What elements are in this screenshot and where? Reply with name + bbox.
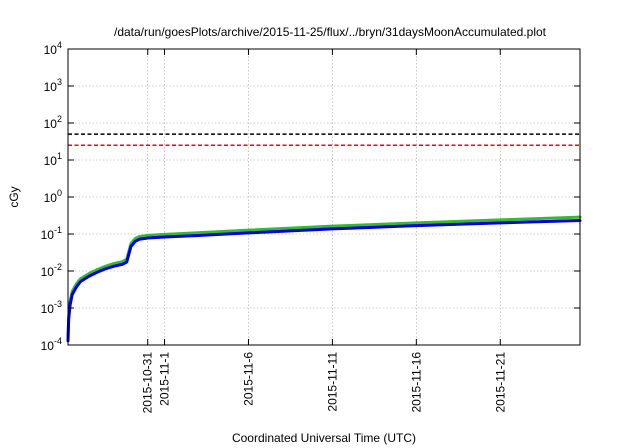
y-tick-label: 10-2	[41, 262, 62, 279]
y-axis-label: cGy	[7, 186, 21, 207]
y-tick-label: 103	[44, 77, 62, 94]
series-layer	[66, 215, 582, 343]
y-tick-label: 102	[44, 114, 62, 131]
x-axis-label: Coordinated Universal Time (UTC)	[232, 431, 416, 445]
x-tick-label: 2015-11-6	[241, 352, 255, 406]
y-tick-label: 101	[44, 151, 62, 168]
chart-title: /data/run/goesPlots/archive/2015-11-25/f…	[114, 25, 547, 39]
y-tick-label: 10-1	[41, 225, 62, 242]
x-tick-label: 2015-10-31	[141, 352, 155, 414]
grid	[68, 49, 580, 345]
x-tick-label: 2015-11-16	[409, 352, 423, 413]
series-line-2	[66, 218, 582, 343]
series-line-1	[66, 215, 582, 339]
reference-lines	[68, 133, 580, 147]
y-axis: 10-4 10-3 10-2 10-1 100 101 102 103 104	[41, 40, 580, 353]
x-axis: 2015-10-31 2015-11-1 2015-11-6 2015-11-11 20…	[141, 49, 507, 414]
y-tick-label: 10-3	[41, 299, 62, 316]
x-tick-label: 2015-11-1	[158, 352, 172, 406]
x-tick-label: 2015-11-21	[493, 352, 507, 413]
y-tick-label: 100	[44, 188, 62, 205]
y-tick-label: 10-4	[41, 336, 62, 353]
x-tick-label: 2015-11-11	[325, 352, 339, 412]
y-tick-label: 104	[44, 40, 62, 57]
